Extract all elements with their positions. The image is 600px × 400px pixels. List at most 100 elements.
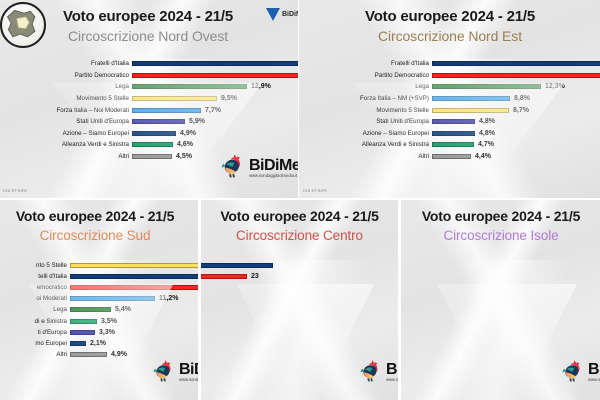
table-row: Azione – Siamo Europei 4,9% [12, 127, 298, 139]
bar-area: 5,1% [201, 318, 206, 325]
rooster-logo-icon [562, 360, 580, 382]
brand-name: BiDiMedia [179, 360, 198, 378]
brand-url: www.sondaggibidimedia.it [588, 376, 600, 382]
bar-area: 7,7% [132, 107, 298, 114]
table-row: Lega 12,3% [312, 81, 600, 93]
bar-value: 5,9% [189, 118, 205, 126]
panel-subtitle-nord-ovest: Circoscrizione Nord Ovest [67, 28, 229, 44]
bar [432, 84, 541, 90]
bar [132, 107, 201, 113]
table-row: di e Sinistra 3,5% [0, 316, 198, 327]
bar-area: 4,5% [132, 153, 298, 160]
bar-label: Movimento 5 Stelle [376, 106, 429, 114]
table-row: Partito Democratico22,6% [312, 70, 600, 82]
sample-note-nord-est: nza 57-64% [303, 188, 328, 193]
bar [70, 318, 97, 324]
watermark-nord-ovest: BiDiMedia [266, 8, 298, 21]
table-row: Movimento 5 Stelle 9,5% [12, 93, 298, 105]
bar [432, 130, 475, 136]
chart-nord-est: Fratelli d'Italia28,Partito Democratico2… [312, 58, 600, 162]
bar-area: 23 [201, 273, 259, 280]
table-row: Altri 4,5% [12, 151, 298, 163]
bar-label: ti d'Europa [37, 328, 67, 336]
table-row: Partito Democratico22,0% [12, 70, 298, 82]
chart-centro: atelli d'Italiaemocratico23ento 5 Stelle… [201, 260, 273, 360]
bar-label: Azione – Siamo Europei [362, 129, 429, 137]
bar-area: 22,6% [432, 72, 600, 79]
bar-value: 3,3% [99, 328, 115, 336]
bar-value: 3,5% [101, 317, 117, 325]
bar-label: Stati Uniti d'Europa [76, 118, 129, 126]
table-row: ento 5 Stelle13,6% [201, 282, 206, 293]
bar-label: Lega [53, 306, 67, 314]
brand-url: www.sondaggibidimedia.it [249, 172, 298, 178]
bar [70, 351, 107, 357]
bar-area: 5,0% [201, 329, 206, 336]
bar-area: 8,8% [432, 95, 600, 102]
bar-area [201, 263, 273, 269]
bar-area: 18,7% [70, 284, 198, 291]
bar-area: 22,0% [132, 72, 298, 79]
brand-name: BiDiMedia [386, 360, 398, 378]
bar [70, 285, 198, 291]
table-row: Alleanza Verdi e Sinistra 4,7% [312, 139, 600, 151]
bar [432, 119, 475, 125]
bar-value: 9,5% [221, 94, 237, 102]
table-row: Fratelli d'Italia28, [312, 58, 600, 70]
panel-title-centro: Voto europee 2024 - 21/5 [220, 208, 379, 224]
panel-nord-est: Voto europee 2024 - 21/5 Circoscrizione N… [299, 0, 600, 198]
bar-label: Partito Democratico [74, 71, 129, 79]
brand-url: www.sondaggibidimedia.it [179, 376, 198, 382]
table-row: oi Moderati6,8% [201, 293, 206, 304]
table-row: Azione – Siamo Europei 4,8% [312, 127, 600, 139]
bar-area: 6,8% [201, 295, 206, 302]
panel-nord-ovest: Voto europee 2024 - 21/5 Circoscrizione N… [0, 0, 298, 198]
bar-label: mo Europei [35, 339, 67, 347]
brand-text: BiDiMediawww.sondaggibidimedia.it [179, 360, 198, 382]
chart-nord-ovest: Fratelli d'Italia28,0Partito Democratico… [12, 58, 298, 162]
table-row: Altri5,7% [201, 349, 206, 360]
brand-name: BiDiMedia [249, 156, 298, 174]
bar-area: 11,2% [70, 295, 198, 302]
bar-label: Altri [418, 152, 429, 160]
bar-label: Movimento 5 Stelle [76, 94, 129, 102]
brand-logo: BiDiMediawww.sondaggibidimedia.it [359, 358, 398, 382]
bar-value: 2,1% [90, 339, 106, 347]
bar-label: Fratelli d'Italia [91, 60, 129, 68]
bar-area: 6,5% [201, 306, 206, 313]
bar-area: 12,3% [432, 83, 600, 90]
bar [70, 307, 111, 313]
bar-area: 4,9% [70, 351, 198, 358]
bar [432, 107, 509, 113]
table-row: oi Moderati 11,2% [0, 293, 198, 304]
bar-label: Fratelli d'Italia [391, 60, 429, 68]
bar-value: 4,5% [176, 152, 192, 160]
panel-title-nord-est: Voto europee 2024 - 21/5 [365, 8, 535, 25]
bar [132, 153, 172, 159]
bar-area: 5,9% [132, 118, 298, 125]
table-row: Lega 5,4% [0, 304, 198, 315]
rooster-logo-icon [152, 358, 176, 382]
bar-area: 4,8% [432, 118, 600, 125]
watermark-label: BiDiMedia [282, 11, 298, 18]
bar-label: Alleanza Verdi e Sinistra [61, 141, 129, 149]
watermark-triangle-icon [266, 8, 280, 21]
brand-text: BiDiMediawww.sondaggibidimedia.it [588, 361, 600, 382]
bar-value: 4,4% [475, 152, 491, 160]
table-row: Stati Uniti d'Europa 5,9% [12, 116, 298, 128]
bar [132, 72, 298, 78]
table-row: Alleanza Verdi e Sinistra 4,6% [12, 139, 298, 151]
bar-value: 4,9% [180, 129, 196, 137]
rooster-logo-icon [359, 358, 383, 382]
bar [70, 340, 86, 346]
brand-logo: BiDiMediawww.sondaggibidimedia.it [561, 358, 600, 382]
panel-subtitle-nord-est: Circoscrizione Nord Est [378, 28, 522, 44]
table-row: Stati Uniti d'Europa 4,8% [312, 116, 600, 128]
table-row: Forza Italia – Noi Moderati 7,7% [12, 104, 298, 116]
rooster-logo-icon [220, 152, 246, 178]
sample-note-nord-ovest: nza 57-64% [3, 188, 28, 193]
panel-title-isole: Voto europee 2024 - 21/5 [421, 208, 581, 224]
